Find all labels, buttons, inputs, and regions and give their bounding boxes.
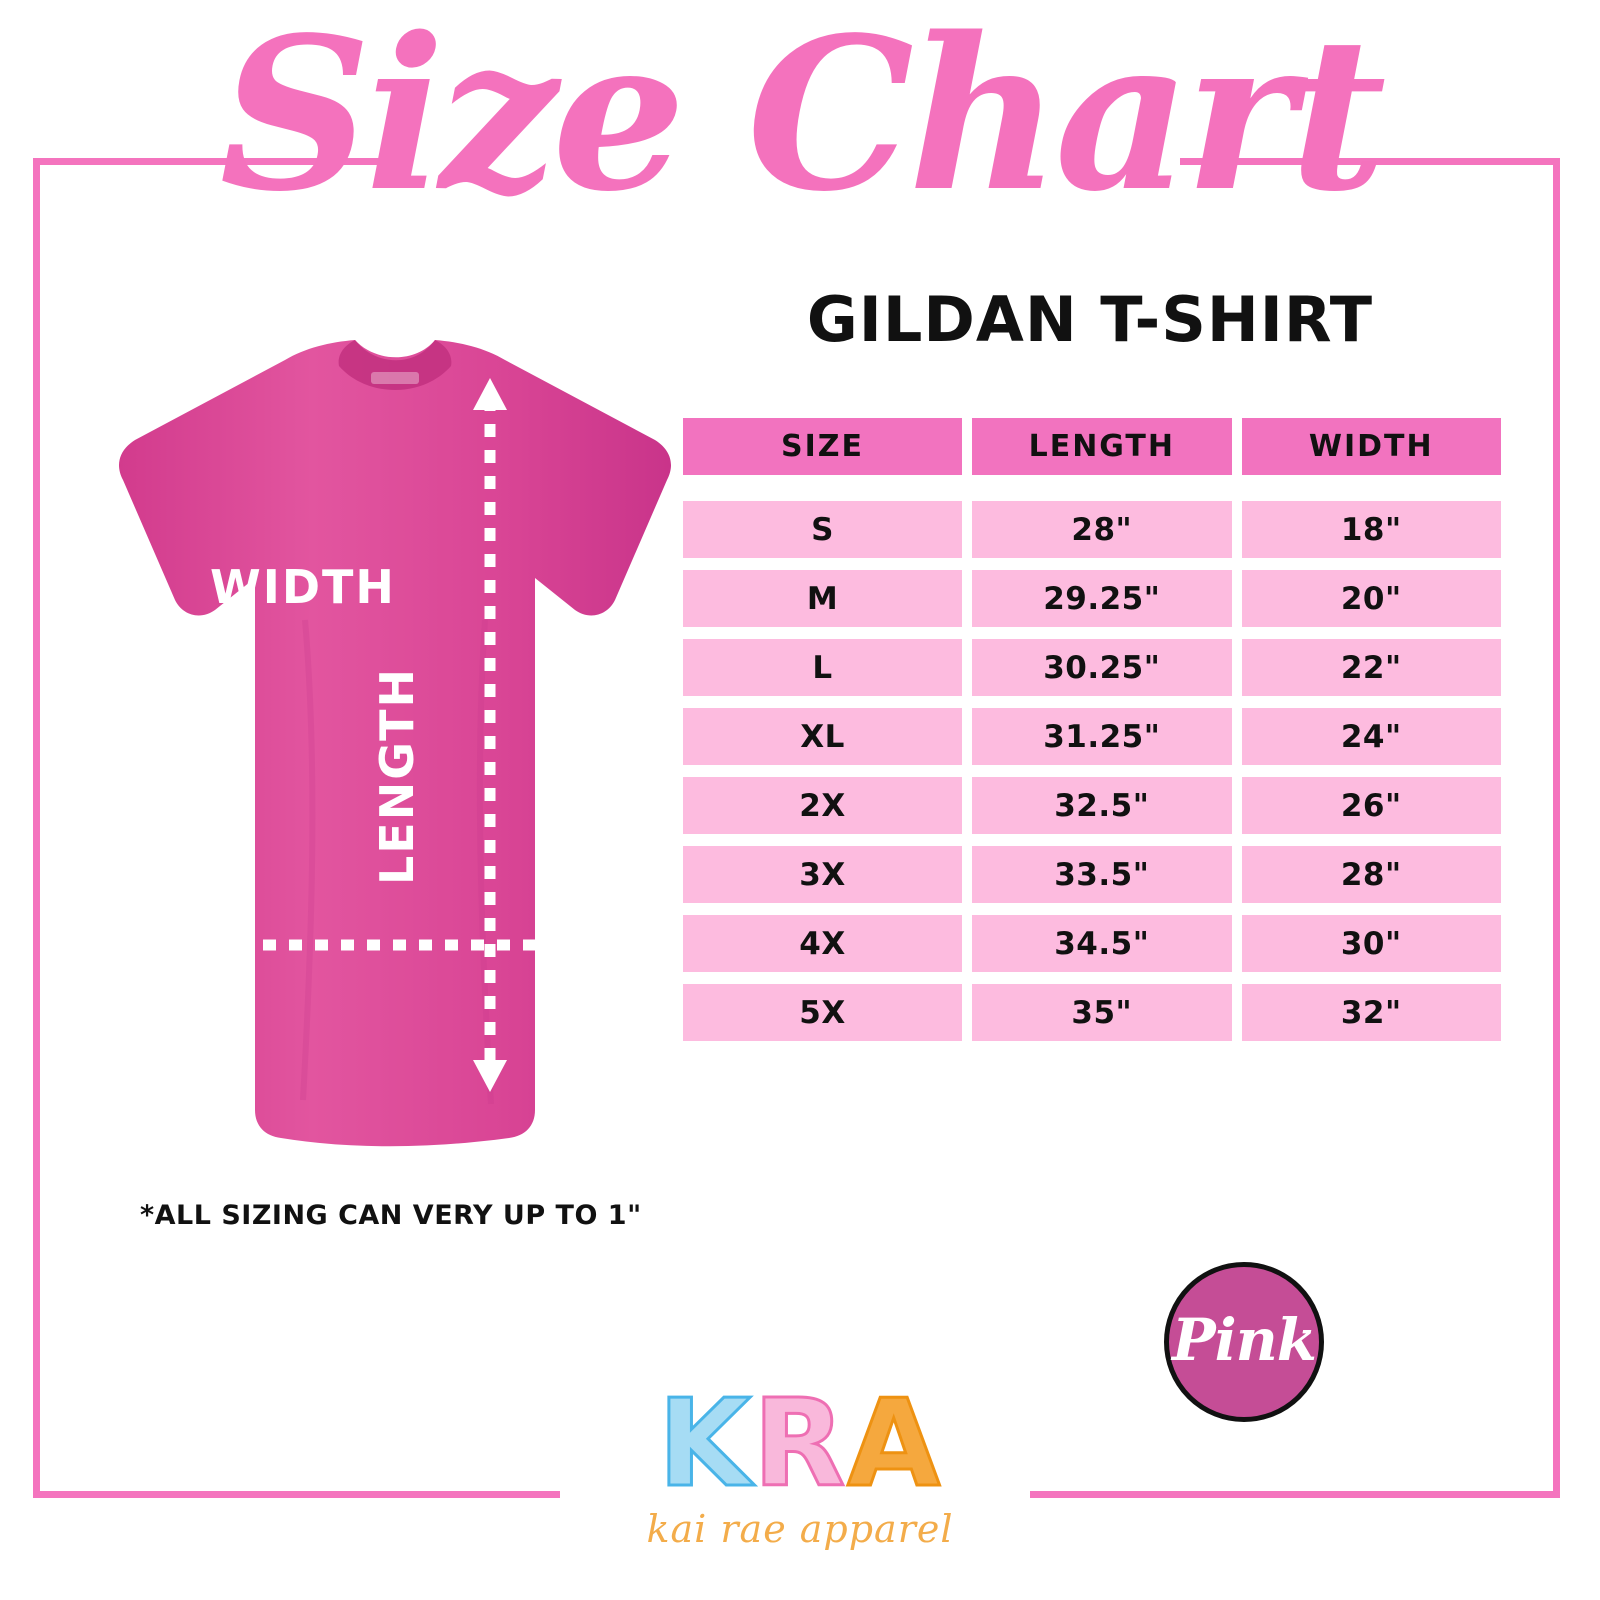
column-header-length: LENGTH <box>972 418 1232 475</box>
size-chart-table: SIZE LENGTH WIDTH S 28" 18" M 29.25" 20"… <box>683 418 1501 1053</box>
table-row: M 29.25" 20" <box>683 570 1501 627</box>
color-badge: Pink <box>1164 1262 1324 1422</box>
logo-letter-r: R <box>751 1375 848 1514</box>
cell-width: 22" <box>1241 639 1501 696</box>
logo-letters: KRA <box>600 1383 1000 1506</box>
cell-length: 33.5" <box>972 846 1232 903</box>
table-row: 3X 33.5" 28" <box>683 846 1501 903</box>
cell-size: 5X <box>683 984 963 1041</box>
product-title: GILDAN T-SHIRT <box>806 283 1374 356</box>
cell-width: 18" <box>1241 501 1501 558</box>
cell-length: 35" <box>972 984 1232 1041</box>
table-row: 2X 32.5" 26" <box>683 777 1501 834</box>
tshirt-illustration <box>55 320 695 1170</box>
cell-size: XL <box>683 708 963 765</box>
cell-size: 3X <box>683 846 963 903</box>
cell-length: 32.5" <box>972 777 1232 834</box>
table-row: 5X 35" 32" <box>683 984 1501 1041</box>
tshirt-svg <box>119 340 671 1147</box>
cell-width: 20" <box>1241 570 1501 627</box>
width-dimension-label: WIDTH <box>210 560 396 614</box>
cell-size: S <box>683 501 963 558</box>
color-badge-label: Pink <box>1171 1306 1317 1374</box>
cell-length: 28" <box>972 501 1232 558</box>
logo-tagline: kai rae apparel <box>646 1507 954 1551</box>
frame-gap-top <box>380 140 1180 180</box>
table-row: 4X 34.5" 30" <box>683 915 1501 972</box>
logo-letter-k: K <box>656 1375 753 1514</box>
cell-length: 31.25" <box>972 708 1232 765</box>
cell-width: 28" <box>1241 846 1501 903</box>
cell-length: 29.25" <box>972 570 1232 627</box>
logo-letter-a: A <box>846 1375 943 1514</box>
cell-size: 4X <box>683 915 963 972</box>
cell-size: M <box>683 570 963 627</box>
column-header-size: SIZE <box>683 418 963 475</box>
brand-logo: KRA kai rae apparel <box>600 1383 1000 1585</box>
cell-length: 30.25" <box>972 639 1232 696</box>
sizing-footnote: *ALL SIZING CAN VERY UP TO 1" <box>140 1200 642 1231</box>
cell-size: L <box>683 639 963 696</box>
table-row: S 28" 18" <box>683 501 1501 558</box>
cell-width: 30" <box>1241 915 1501 972</box>
length-dimension-label: LENGTH <box>370 666 424 885</box>
table-header-row: SIZE LENGTH WIDTH <box>683 418 1501 475</box>
cell-length: 34.5" <box>972 915 1232 972</box>
cell-size: 2X <box>683 777 963 834</box>
page-title-script: Size Chart <box>219 0 1387 238</box>
table-row: XL 31.25" 24" <box>683 708 1501 765</box>
cell-width: 24" <box>1241 708 1501 765</box>
cell-width: 32" <box>1241 984 1501 1041</box>
frame-gap-bottom <box>560 1478 1030 1518</box>
table-row: L 30.25" 22" <box>683 639 1501 696</box>
column-header-width: WIDTH <box>1241 418 1501 475</box>
cell-width: 26" <box>1241 777 1501 834</box>
